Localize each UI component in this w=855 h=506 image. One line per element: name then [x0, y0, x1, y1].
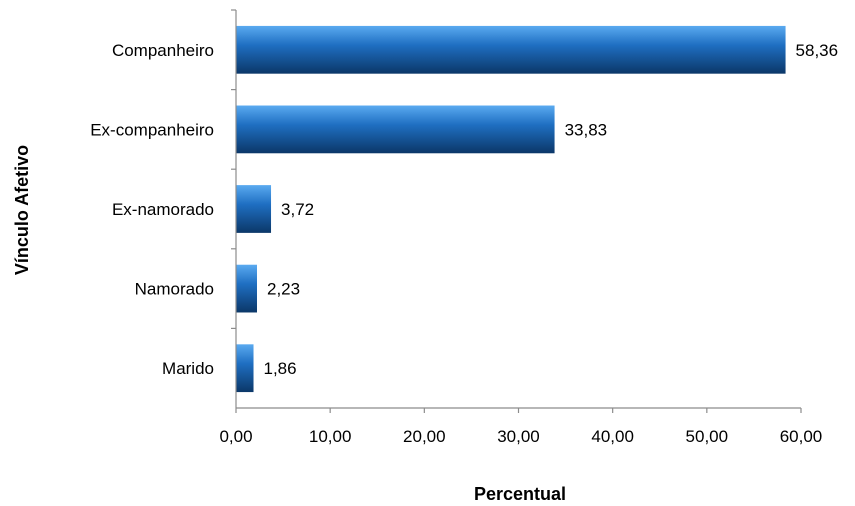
value-label-0: 58,36	[796, 41, 839, 60]
bar-1	[236, 105, 555, 154]
x-tick-label-5: 50,00	[686, 427, 729, 446]
category-label-3: Namorado	[135, 280, 214, 299]
axes-group: Companheiro 58,36 Ex-companheiro 33,83 Ex-na…	[90, 9, 839, 446]
bars-group	[236, 25, 786, 393]
x-axis-title: Percentual	[474, 484, 566, 504]
value-label-4: 1,86	[264, 359, 297, 378]
y-axis-title: Vínculo Afetivo	[12, 145, 32, 275]
category-label-2: Ex-namorado	[112, 200, 214, 219]
bar-2	[236, 185, 272, 233]
x-tick-label-3: 30,00	[497, 427, 540, 446]
x-tick-label-2: 20,00	[403, 427, 446, 446]
x-tick-label-1: 10,00	[309, 427, 352, 446]
value-label-2: 3,72	[281, 200, 314, 219]
x-tick-label-4: 40,00	[591, 427, 634, 446]
value-label-1: 33,83	[565, 120, 608, 139]
x-tick-label-6: 60,00	[780, 427, 823, 446]
category-label-1: Ex-companheiro	[90, 120, 214, 139]
value-label-3: 2,23	[267, 280, 300, 299]
bar-4	[236, 344, 254, 393]
bar-0	[236, 25, 786, 74]
category-label-0: Companheiro	[112, 41, 214, 60]
bar-3	[236, 264, 257, 313]
x-tick-label-0: 0,00	[219, 427, 252, 446]
category-label-4: Marido	[162, 359, 214, 378]
